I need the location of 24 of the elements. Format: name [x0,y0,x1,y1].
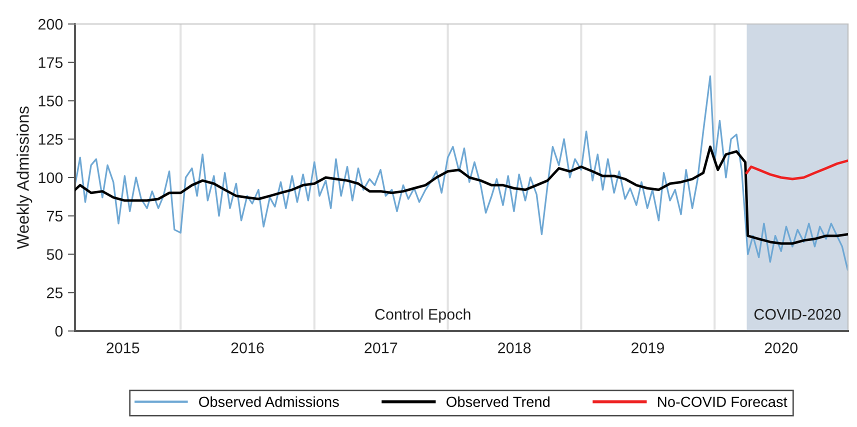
annotation: Control Epoch [375,308,470,323]
y-tick-label: 150 [38,96,63,106]
y-tick-label: 0 [55,326,63,337]
band-label: COVID-2020 [754,308,841,320]
line-series [746,159,848,180]
y-tick-label: 200 [38,18,63,30]
legend-label: No-COVID Forecast [658,396,788,408]
line-series [75,75,848,270]
x-tick-label: 2018 [498,342,531,354]
line-series [75,146,848,245]
x-tick-label: 2017 [364,342,398,354]
legend-label: Observed Trend [446,396,550,408]
y-tick-label: 175 [38,57,63,68]
y-tick-label: 75 [46,210,63,222]
legend-label: Observed Admissions [199,396,339,408]
x-tick-label: 2015 [106,342,140,354]
y-tick-label: 100 [38,172,63,184]
y-tick-label: 125 [38,134,63,145]
x-tick-label: 2020 [764,342,798,354]
y-axis-title: Weekly Admissions [16,106,32,250]
x-tick-label: 2016 [231,342,264,354]
x-tick-label: 2019 [631,342,664,354]
y-tick-label: 25 [46,287,63,298]
y-tick-label: 50 [46,249,63,260]
